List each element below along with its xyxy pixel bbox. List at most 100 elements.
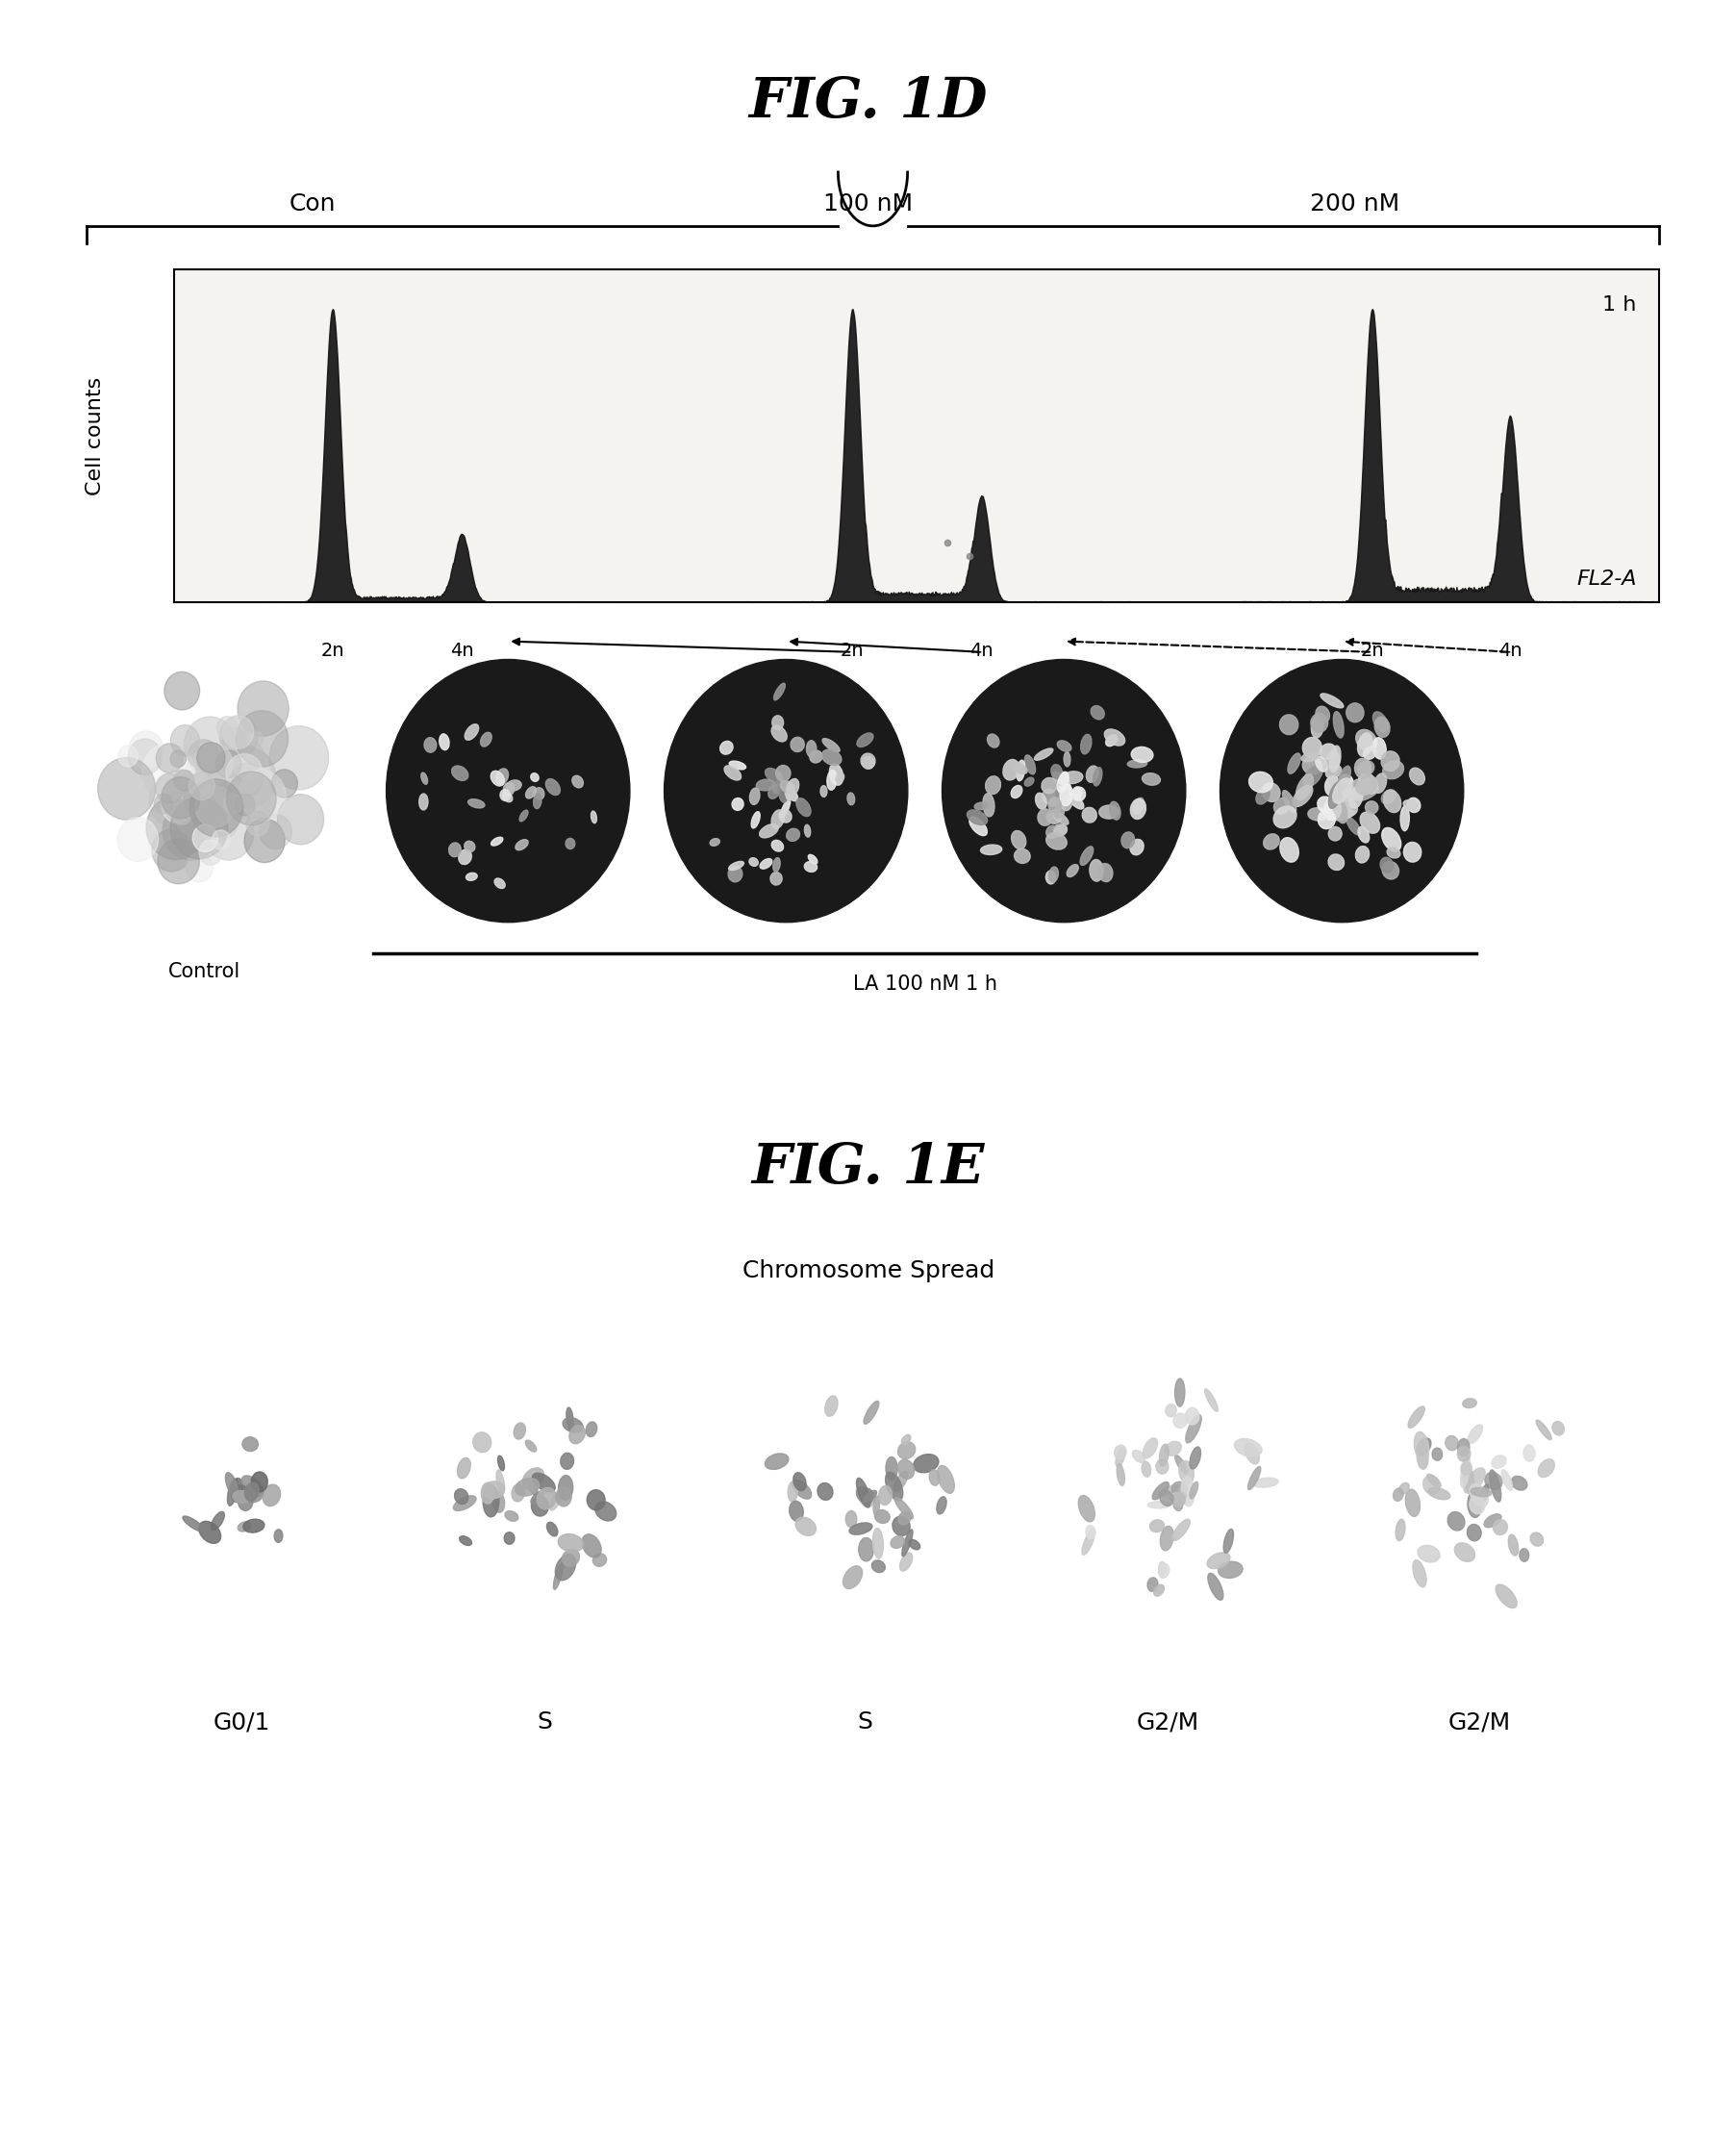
- Circle shape: [941, 659, 1186, 923]
- Circle shape: [172, 770, 212, 813]
- Ellipse shape: [526, 788, 536, 798]
- Ellipse shape: [1054, 805, 1064, 818]
- Ellipse shape: [1127, 760, 1146, 768]
- Circle shape: [208, 775, 248, 816]
- Text: 2n: 2n: [840, 641, 865, 659]
- Circle shape: [226, 773, 276, 824]
- Ellipse shape: [819, 785, 826, 796]
- Ellipse shape: [590, 811, 597, 824]
- Ellipse shape: [1345, 818, 1359, 835]
- Ellipse shape: [1047, 796, 1061, 813]
- Ellipse shape: [531, 773, 538, 781]
- Ellipse shape: [1380, 790, 1396, 805]
- Ellipse shape: [720, 740, 733, 755]
- Ellipse shape: [1354, 846, 1368, 863]
- Ellipse shape: [1092, 768, 1101, 785]
- Ellipse shape: [981, 846, 1002, 854]
- Ellipse shape: [776, 766, 790, 781]
- Ellipse shape: [1272, 798, 1288, 813]
- Text: 2n: 2n: [321, 641, 344, 659]
- Ellipse shape: [795, 798, 811, 816]
- Ellipse shape: [545, 779, 559, 794]
- Ellipse shape: [491, 837, 503, 846]
- Ellipse shape: [1358, 762, 1373, 775]
- Ellipse shape: [1338, 775, 1352, 790]
- Text: 2n: 2n: [1359, 641, 1384, 659]
- Ellipse shape: [1332, 809, 1354, 820]
- Text: G0/1: G0/1: [212, 1711, 269, 1735]
- Circle shape: [203, 805, 253, 861]
- Ellipse shape: [1286, 753, 1300, 775]
- Ellipse shape: [861, 753, 875, 768]
- Text: S: S: [536, 1711, 552, 1735]
- Circle shape: [142, 742, 194, 801]
- Ellipse shape: [1380, 856, 1392, 874]
- Ellipse shape: [1403, 841, 1420, 863]
- Text: 126: 126: [1229, 669, 1259, 684]
- Ellipse shape: [1342, 781, 1354, 803]
- Ellipse shape: [1319, 693, 1342, 708]
- Ellipse shape: [1316, 796, 1333, 811]
- Ellipse shape: [464, 841, 474, 852]
- Circle shape: [238, 758, 257, 779]
- Ellipse shape: [1333, 712, 1344, 738]
- Ellipse shape: [1066, 865, 1078, 876]
- Ellipse shape: [1142, 773, 1160, 785]
- Circle shape: [259, 813, 292, 850]
- Ellipse shape: [1328, 854, 1344, 869]
- Circle shape: [212, 831, 231, 850]
- Circle shape: [170, 796, 227, 859]
- Circle shape: [220, 747, 276, 809]
- Ellipse shape: [974, 803, 988, 809]
- Ellipse shape: [779, 798, 790, 818]
- Ellipse shape: [807, 854, 818, 863]
- Ellipse shape: [969, 818, 986, 835]
- Ellipse shape: [1080, 846, 1092, 865]
- Ellipse shape: [1062, 770, 1082, 783]
- Ellipse shape: [566, 839, 575, 850]
- Ellipse shape: [1338, 788, 1354, 811]
- Circle shape: [222, 717, 253, 749]
- Circle shape: [191, 777, 233, 822]
- Ellipse shape: [1359, 811, 1378, 833]
- Ellipse shape: [1272, 807, 1295, 829]
- Circle shape: [170, 725, 200, 755]
- Ellipse shape: [1130, 747, 1153, 762]
- Circle shape: [163, 801, 219, 861]
- Ellipse shape: [448, 844, 460, 856]
- Ellipse shape: [519, 809, 528, 822]
- Ellipse shape: [1066, 792, 1083, 809]
- Ellipse shape: [771, 725, 786, 742]
- Ellipse shape: [1328, 781, 1342, 809]
- Ellipse shape: [1106, 734, 1116, 747]
- Ellipse shape: [1082, 807, 1095, 822]
- Circle shape: [215, 755, 245, 788]
- Ellipse shape: [1045, 872, 1055, 884]
- Ellipse shape: [1262, 783, 1279, 803]
- Ellipse shape: [1325, 751, 1338, 768]
- Ellipse shape: [1279, 714, 1297, 734]
- Circle shape: [219, 717, 257, 758]
- Ellipse shape: [1328, 747, 1340, 773]
- Ellipse shape: [828, 764, 842, 785]
- Ellipse shape: [786, 779, 799, 796]
- Circle shape: [97, 758, 155, 820]
- Ellipse shape: [1262, 833, 1279, 850]
- Circle shape: [663, 659, 908, 923]
- Circle shape: [170, 751, 186, 768]
- Circle shape: [156, 745, 182, 773]
- Text: 81: 81: [951, 669, 970, 684]
- Circle shape: [187, 831, 203, 848]
- Ellipse shape: [1408, 768, 1424, 785]
- Circle shape: [187, 740, 219, 773]
- Ellipse shape: [1085, 766, 1097, 783]
- Circle shape: [165, 671, 200, 710]
- Ellipse shape: [764, 768, 783, 783]
- Circle shape: [1219, 659, 1463, 923]
- Ellipse shape: [1382, 829, 1401, 852]
- Ellipse shape: [1248, 773, 1272, 792]
- Ellipse shape: [821, 749, 840, 766]
- Ellipse shape: [779, 781, 795, 792]
- Circle shape: [187, 773, 210, 796]
- Ellipse shape: [724, 766, 741, 781]
